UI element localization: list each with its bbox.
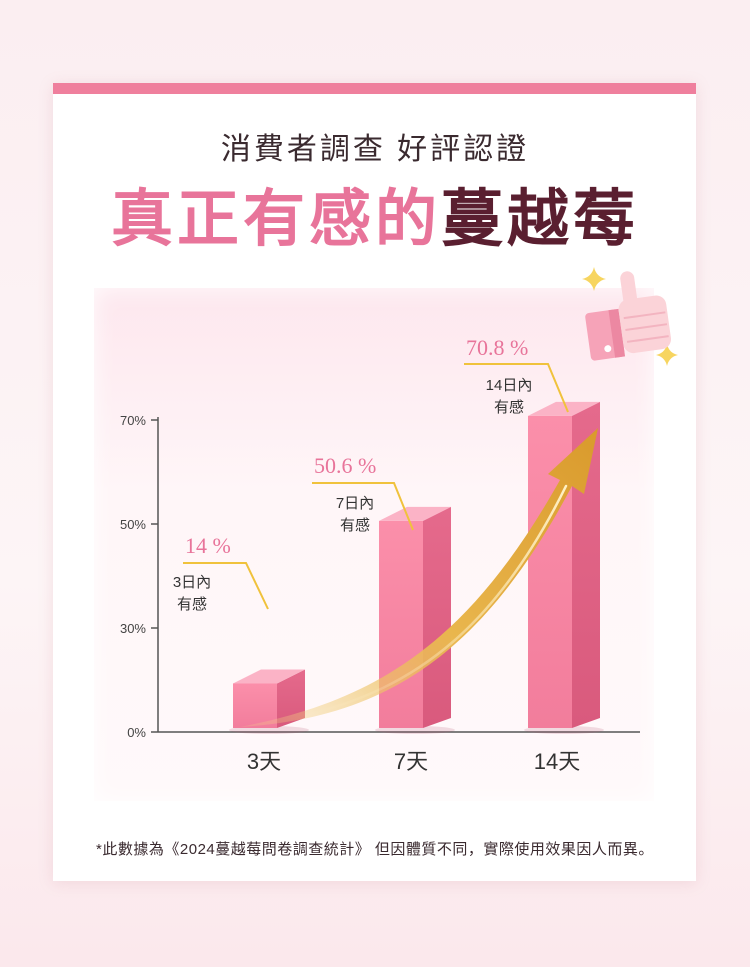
annotation-line-1: 14日內 <box>486 377 533 394</box>
annotation-line-1: 7日內 <box>336 495 374 512</box>
y-tick-label: 30% <box>120 621 146 636</box>
thumb-finger <box>620 271 638 308</box>
callout-line <box>183 562 269 610</box>
thumb-cuff-button <box>604 345 612 353</box>
thumb-crease <box>626 335 669 343</box>
callout-line <box>464 363 569 413</box>
annotation-line-1: 3日內 <box>173 574 211 591</box>
bar-top-face <box>379 506 451 521</box>
x-tick-label: 14天 <box>534 749 580 774</box>
callout-line <box>312 482 414 531</box>
trend-arrow-highlight <box>298 484 568 718</box>
footnote: *此數據為《2024蔓越莓問卷調查統計》 但因體質不同，實際使用效果因人而異。 <box>96 841 654 858</box>
sparkle-icon <box>656 344 678 366</box>
card-top-accent-bar <box>53 83 696 94</box>
x-tick-label: 3天 <box>247 749 281 774</box>
bar-front-face <box>233 683 277 728</box>
value-label: 14 % <box>185 533 231 558</box>
y-tick-label: 70% <box>120 413 146 428</box>
x-axis-labels: 3天 7天 14天 <box>247 749 580 774</box>
y-tick-label: 0% <box>127 725 146 740</box>
sparkle-icon <box>582 267 606 291</box>
chart-bars <box>229 401 604 734</box>
annotation-line-2: 有感 <box>494 399 524 416</box>
x-tick-label: 7天 <box>394 749 428 774</box>
bar-7天 <box>375 506 455 734</box>
headline-part-2: 蔓越莓 <box>441 186 640 254</box>
thumb-crease <box>625 323 668 332</box>
annotation-line-2: 有感 <box>340 517 370 534</box>
bar-top-face <box>233 669 305 684</box>
bar-side-face <box>423 506 451 728</box>
thumb-crease <box>623 311 666 320</box>
y-tick-label: 50% <box>120 517 146 532</box>
headline-title: 真正有感的蔓越莓 <box>0 168 750 258</box>
thumb-fist <box>618 295 672 354</box>
annotation-line-2: 有感 <box>177 596 207 613</box>
chart-axes: 0% 30% 50% 70% <box>120 413 640 740</box>
thumbs-up-icon <box>585 271 672 361</box>
bar-front-face <box>379 520 423 728</box>
bar-top-face <box>528 401 600 416</box>
value-label: 70.8 % <box>466 335 528 360</box>
survey-subtitle: 消費者調查 好評認證 <box>220 133 530 166</box>
headline-part-1: 真正有感的 <box>110 186 441 254</box>
value-label: 50.6 % <box>314 453 376 478</box>
bar-3天 <box>229 669 309 734</box>
thumb-cuff-shade <box>608 308 626 358</box>
thumbs-up-decoration <box>582 267 678 366</box>
trend-arrow <box>240 428 598 727</box>
